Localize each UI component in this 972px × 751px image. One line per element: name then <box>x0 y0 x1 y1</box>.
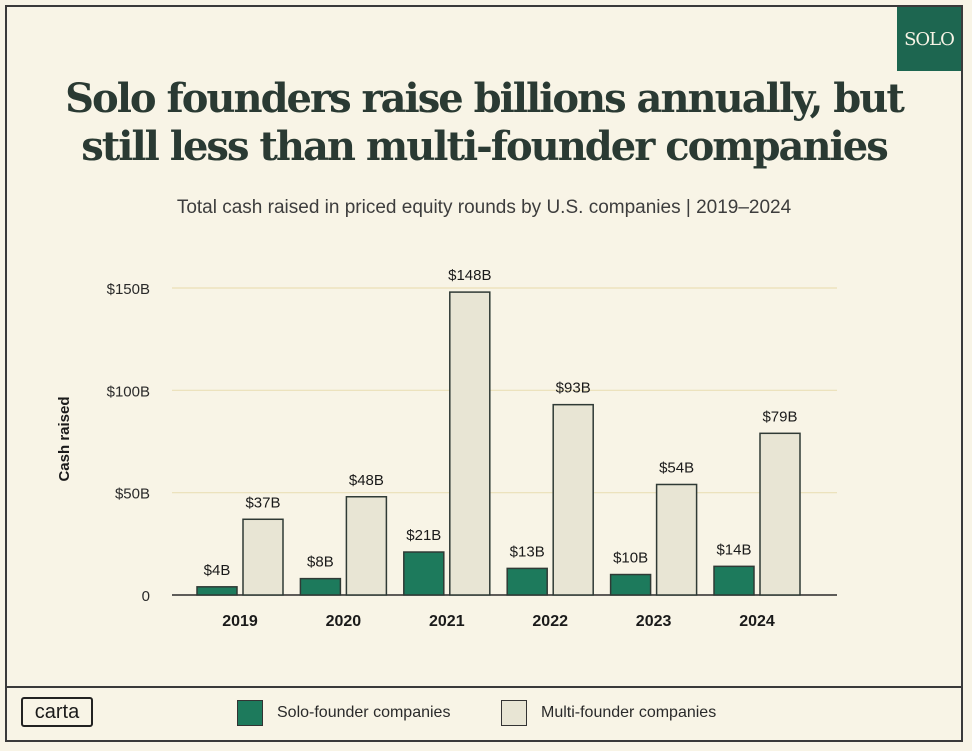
bar-solo-2021 <box>403 551 445 596</box>
data-label-solo-2023: $10B <box>613 550 648 567</box>
y-axis-label: Cash raised <box>56 396 73 481</box>
bar-multi-2024 <box>759 432 801 596</box>
bar-solo-2020 <box>299 577 342 596</box>
bar-solo-2024 <box>713 565 755 596</box>
x-tick-label: 2022 <box>532 613 568 630</box>
bar-multi-2022 <box>552 403 594 596</box>
chart-title: Solo founders raise billions annually, b… <box>7 75 961 171</box>
solo-badge: SOLO <box>897 7 961 71</box>
bar-multi-2023 <box>655 483 698 596</box>
legend-swatch-solo <box>237 700 263 726</box>
bar-solo-2023 <box>609 573 652 596</box>
legend-item-solo: Solo-founder companies <box>237 700 450 726</box>
x-tick-label: 2019 <box>222 613 258 630</box>
data-label-solo-2022: $13B <box>510 543 545 560</box>
chart-frame: SOLO Solo founders raise billions annual… <box>5 5 963 742</box>
legend-item-multi: Multi-founder companies <box>501 700 716 726</box>
title-line-1: Solo founders raise billions annually, b… <box>65 75 905 122</box>
carta-logo: carta <box>21 697 93 727</box>
data-label-multi-2024: $79B <box>762 408 797 425</box>
title-line-2: still less than multi-founder companies <box>81 123 888 170</box>
chart-subtitle: Total cash raised in priced equity round… <box>176 197 792 218</box>
data-label-solo-2024: $14B <box>716 541 751 558</box>
data-label-multi-2023: $54B <box>659 459 694 476</box>
y-tick-label: $50B <box>115 486 150 503</box>
x-tick-label: 2021 <box>429 613 465 630</box>
data-label-solo-2021: $21B <box>406 527 441 544</box>
data-label-solo-2020: $8B <box>307 554 334 571</box>
data-label-multi-2022: $93B <box>556 380 591 397</box>
bar-multi-2019 <box>242 518 284 596</box>
bar-chart: 0 $50B $100B $150B Cash raised $4B $37B 2019 $8B… <box>56 267 837 630</box>
bar-multi-2021 <box>449 291 491 596</box>
y-tick-label: 0 <box>142 588 150 605</box>
data-label-solo-2019: $4B <box>204 562 231 579</box>
footer: carta Solo-founder companies Multi-found… <box>7 686 961 740</box>
legend-swatch-multi <box>501 700 527 726</box>
data-label-multi-2021: $148B <box>448 267 491 284</box>
x-tick-label: 2020 <box>326 613 362 630</box>
data-label-multi-2020: $48B <box>349 472 384 489</box>
data-label-multi-2019: $37B <box>245 494 280 511</box>
bar-multi-2020 <box>345 496 388 596</box>
y-tick-label: $150B <box>107 281 150 298</box>
legend-label-solo: Solo-founder companies <box>277 704 451 721</box>
x-tick-label: 2024 <box>739 613 775 630</box>
y-tick-label: $100B <box>107 383 150 400</box>
bar-solo-2019 <box>196 586 238 596</box>
legend-label-multi: Multi-founder companies <box>541 704 717 721</box>
x-tick-label: 2023 <box>636 613 672 630</box>
bar-solo-2022 <box>506 567 548 596</box>
